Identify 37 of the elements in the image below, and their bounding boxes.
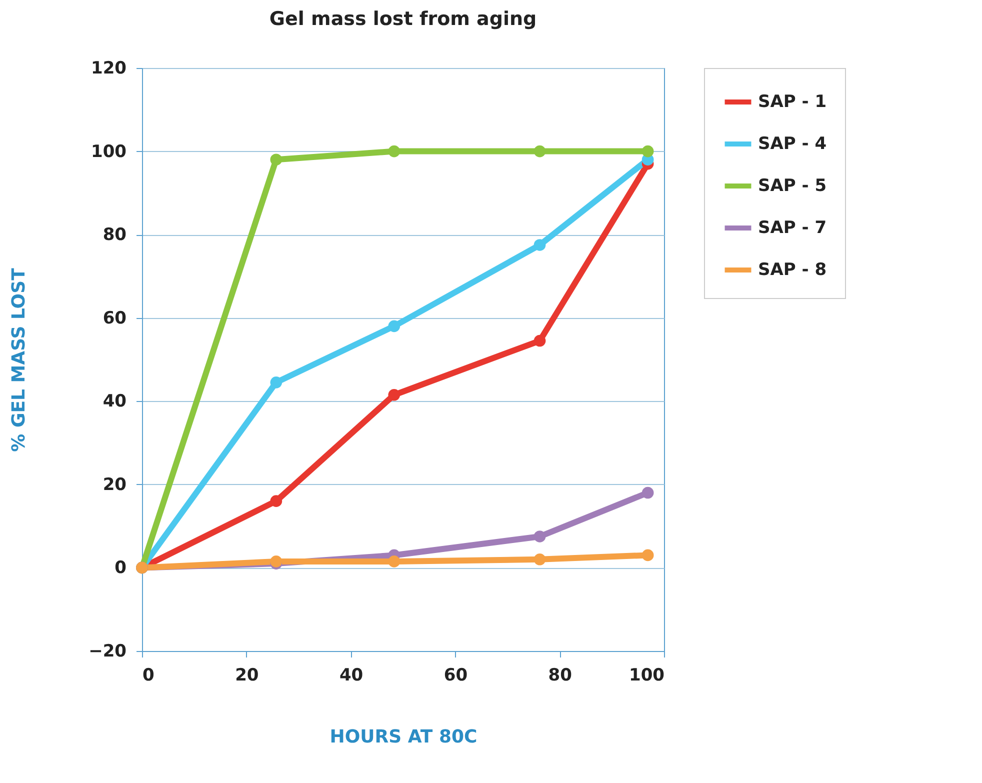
point [388,145,400,158]
y-tick-label: 80 [102,225,127,246]
y-tick-label: 20 [102,474,127,495]
point [534,145,546,158]
point [642,549,654,562]
x-tick-label: 40 [339,666,364,686]
legend-label: SAP - 1 [758,92,827,112]
legend-label: SAP - 5 [758,176,827,196]
y-tick-label: 100 [91,142,127,162]
point [534,530,546,542]
x-tick-label: 80 [548,666,572,686]
point [534,334,546,347]
legend-label: SAP - 4 [758,134,827,154]
x-axis-title: HOURS AT 80C [330,726,478,748]
y-tick-label: 120 [91,58,127,78]
y-tick-label: 60 [102,308,127,328]
x-tick-label: 0 [142,666,154,686]
y-tick-label: 40 [102,392,127,412]
y-axis-title: % GEL MASS LOST [8,267,30,452]
point [270,495,282,507]
point [534,553,546,566]
chart-title: Gel mass lost from aging [269,8,537,30]
x-tick-label: 100 [629,666,665,686]
point [388,556,400,568]
point [270,376,282,388]
point [534,239,546,251]
point [642,486,654,499]
x-tick-label: 20 [235,666,259,686]
legend-label: SAP - 8 [758,260,827,280]
legend-label: SAP - 7 [758,218,827,238]
y-tick-label: −20 [88,642,127,662]
point [642,145,654,158]
y-tick-label: 0 [114,558,127,578]
point [388,388,400,401]
point [388,320,400,332]
point [270,154,282,166]
x-tick-label: 60 [444,666,468,686]
